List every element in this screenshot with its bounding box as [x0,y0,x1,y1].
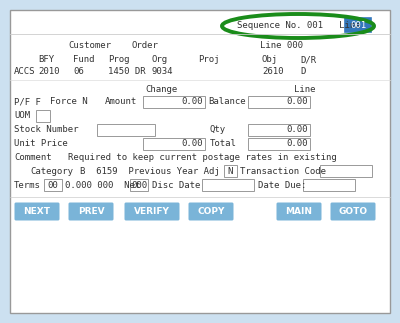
Text: VERIFY: VERIFY [134,207,170,216]
Bar [224,165,237,177]
Text: Comment: Comment [14,153,52,162]
Text: B  6159  Previous Year Adj: B 6159 Previous Year Adj [80,166,220,175]
Text: 0.00: 0.00 [286,98,308,107]
Text: 0.000 000  Net: 0.000 000 Net [65,181,140,190]
Text: Qty: Qty [210,126,226,134]
Text: 2610: 2610 [262,68,284,77]
Text: 001: 001 [350,22,366,30]
Bar [130,179,148,191]
Text: Date Due:: Date Due: [258,181,306,190]
Text: 2010: 2010 [38,68,60,77]
Text: D/R: D/R [300,56,316,65]
Bar [36,110,50,122]
Text: 000: 000 [131,181,147,190]
Bar [202,179,254,191]
Text: Prog: Prog [108,56,130,65]
Text: Customer: Customer [68,41,112,50]
Text: 0.00: 0.00 [286,126,308,134]
Text: Balance: Balance [208,98,246,107]
Text: 00: 00 [48,181,58,190]
Text: Disc Date: Disc Date [152,181,200,190]
Text: Required to keep current postage rates in existing: Required to keep current postage rates i… [68,153,337,162]
Text: Sequence No. 001   Line: Sequence No. 001 Line [237,22,361,30]
Text: 9034: 9034 [152,68,174,77]
Text: 0.00: 0.00 [286,140,308,149]
FancyBboxPatch shape [276,203,322,221]
Text: D: D [300,68,305,77]
Text: NEXT: NEXT [24,207,50,216]
Text: Total: Total [210,140,237,149]
Text: Obj: Obj [262,56,278,65]
Text: UOM: UOM [14,111,30,120]
Text: Category: Category [30,166,73,175]
Text: 0.00: 0.00 [182,98,203,107]
Text: Change: Change [146,86,178,95]
Text: 1450 DR: 1450 DR [108,68,146,77]
Bar [143,138,205,150]
FancyBboxPatch shape [124,203,180,221]
Bar [320,165,372,177]
Text: Order: Order [132,41,158,50]
Text: 0.00: 0.00 [182,140,203,149]
Text: Amount: Amount [105,98,137,107]
Text: Line: Line [294,86,316,95]
Text: Org: Org [152,56,168,65]
Text: PREV: PREV [78,207,104,216]
Text: MAIN: MAIN [286,207,312,216]
Text: Fund: Fund [73,56,94,65]
Text: N: N [227,166,233,175]
FancyBboxPatch shape [188,203,234,221]
Text: GOTO: GOTO [338,207,368,216]
Bar [44,179,62,191]
Text: Unit Price: Unit Price [14,140,68,149]
Bar [345,18,371,32]
Text: Transaction Code: Transaction Code [240,166,326,175]
Text: ACCS: ACCS [14,68,36,77]
Text: Force N: Force N [50,98,88,107]
Text: Line 000: Line 000 [260,41,304,50]
Text: Proj: Proj [198,56,220,65]
Bar [97,124,155,136]
FancyBboxPatch shape [330,203,376,221]
Text: Terms: Terms [14,181,41,190]
Text: BFY: BFY [38,56,54,65]
Bar [303,179,355,191]
FancyBboxPatch shape [68,203,114,221]
Bar [143,96,205,108]
Text: P/F F: P/F F [14,98,41,107]
Bar [248,96,310,108]
Bar [248,124,310,136]
Bar [248,138,310,150]
Text: COPY: COPY [197,207,225,216]
Text: 06: 06 [73,68,84,77]
FancyBboxPatch shape [14,203,60,221]
Text: Stock Number: Stock Number [14,126,78,134]
